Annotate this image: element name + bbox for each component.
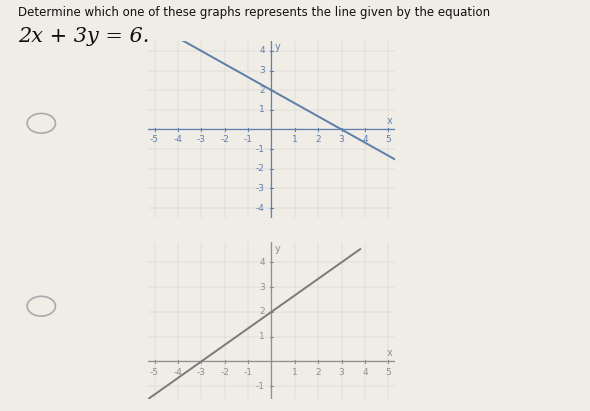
Text: -4: -4: [256, 203, 265, 212]
Text: 2: 2: [259, 307, 265, 316]
Text: 3: 3: [339, 135, 345, 144]
Text: 1: 1: [292, 135, 297, 144]
Text: 4: 4: [362, 368, 368, 377]
Text: Determine which one of these graphs represents the line given by the equation: Determine which one of these graphs repr…: [18, 6, 490, 19]
Text: 1: 1: [259, 332, 265, 341]
Text: 2: 2: [259, 85, 265, 95]
Text: 2: 2: [315, 368, 321, 377]
Text: -1: -1: [244, 368, 253, 377]
Text: -3: -3: [197, 368, 206, 377]
Text: -4: -4: [173, 135, 182, 144]
Text: -1: -1: [256, 145, 265, 154]
Text: -2: -2: [256, 164, 265, 173]
Text: -3: -3: [197, 135, 206, 144]
Text: x: x: [387, 348, 393, 358]
Text: 2x + 3y = 6.: 2x + 3y = 6.: [18, 27, 149, 46]
Text: 5: 5: [385, 368, 391, 377]
Text: -1: -1: [256, 382, 265, 391]
Text: 3: 3: [259, 283, 265, 292]
Text: -5: -5: [150, 135, 159, 144]
Text: y: y: [275, 244, 281, 254]
Text: -2: -2: [220, 135, 229, 144]
Text: 4: 4: [362, 135, 368, 144]
Text: -1: -1: [244, 135, 253, 144]
Text: 3: 3: [259, 66, 265, 75]
Text: 4: 4: [259, 46, 265, 55]
Text: x: x: [387, 116, 393, 126]
Text: 2: 2: [315, 135, 321, 144]
Text: 3: 3: [339, 368, 345, 377]
Text: -5: -5: [150, 368, 159, 377]
Text: 1: 1: [259, 105, 265, 114]
Text: -4: -4: [173, 368, 182, 377]
Text: -2: -2: [220, 368, 229, 377]
Text: 4: 4: [259, 258, 265, 267]
Text: 1: 1: [292, 368, 297, 377]
Text: -3: -3: [256, 184, 265, 193]
Text: y: y: [275, 42, 281, 52]
Text: 5: 5: [385, 135, 391, 144]
